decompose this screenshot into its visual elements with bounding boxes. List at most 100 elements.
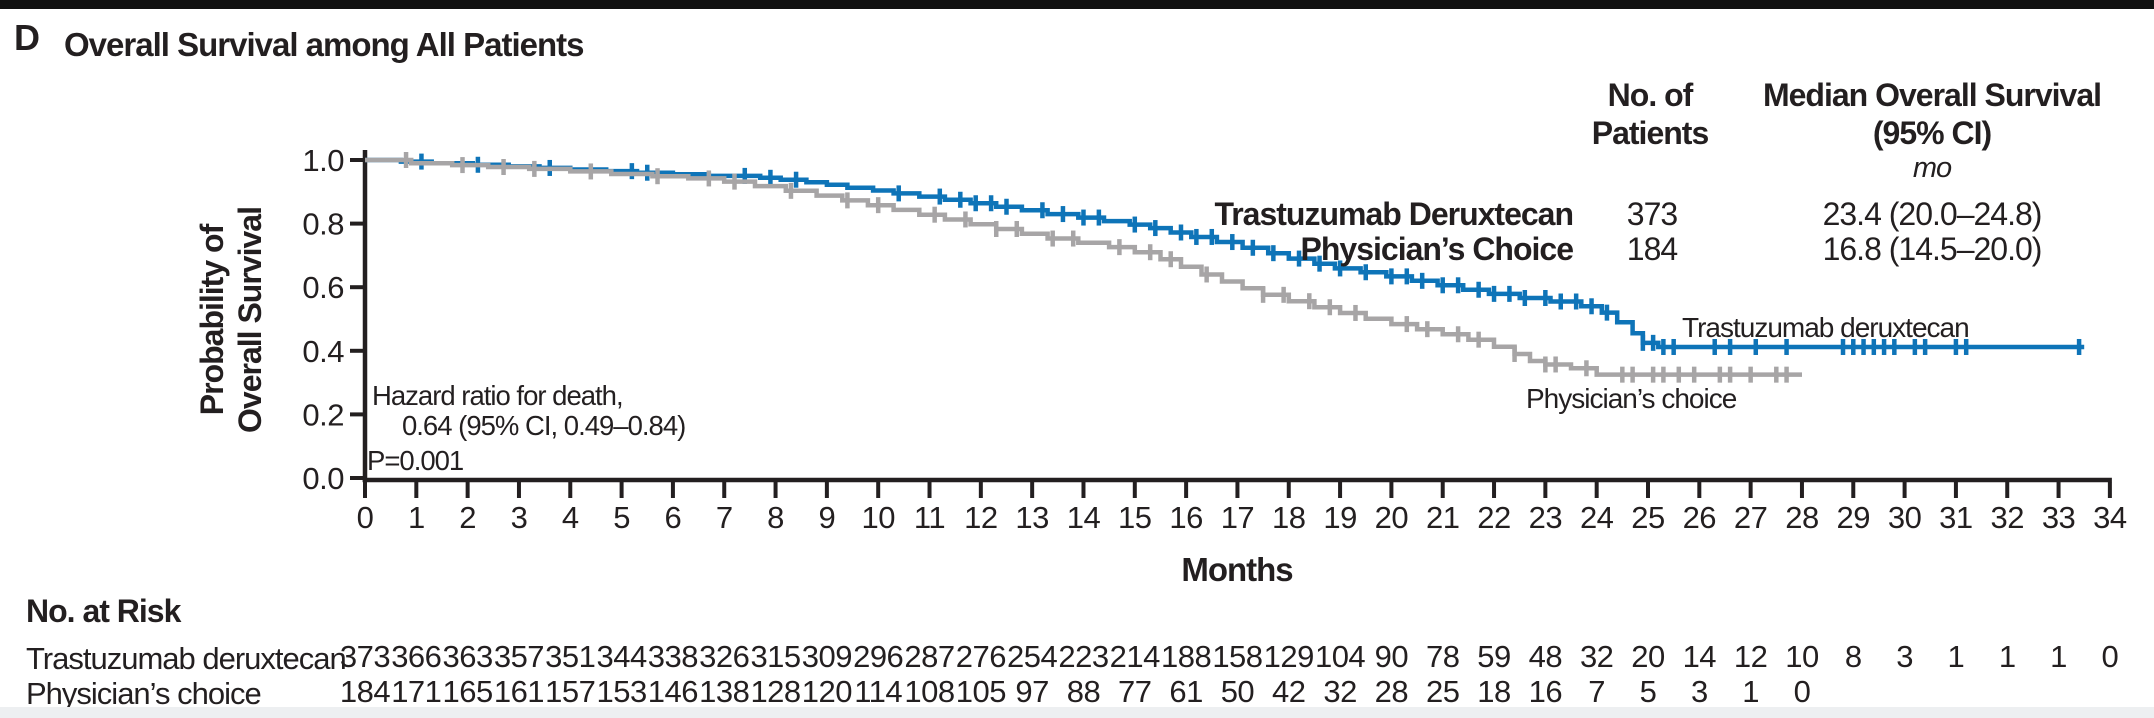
x-tick-label: 28 xyxy=(1785,500,1818,535)
median-header-line2: (95% CI) xyxy=(1872,115,1992,151)
at-risk-count: 223 xyxy=(1058,639,1108,674)
at-risk-count: 1 xyxy=(2050,639,2067,674)
at-risk-count: 309 xyxy=(802,639,852,674)
x-tick-label: 26 xyxy=(1683,500,1716,535)
at-risk-count: 326 xyxy=(699,639,749,674)
at-risk-count: 128 xyxy=(750,674,800,709)
at-risk-count: 50 xyxy=(1221,674,1255,709)
at-risk-count: 18 xyxy=(1477,674,1510,709)
x-tick-label: 15 xyxy=(1118,500,1151,535)
at-risk-count: 338 xyxy=(648,639,698,674)
hazard-ratio-line1: Hazard ratio for death, xyxy=(372,380,624,411)
x-tick-label: 7 xyxy=(716,500,733,535)
table-row-label-trastuzumab: Trastuzumab Deruxtecan xyxy=(1214,196,1574,232)
patients-column-header: No. of Patients xyxy=(1591,76,1709,152)
at-risk-count: 90 xyxy=(1375,639,1409,674)
p-value: P=0.001 xyxy=(367,445,464,476)
x-tick-label: 11 xyxy=(914,500,945,535)
at-risk-count: 42 xyxy=(1272,674,1305,709)
at-risk-count: 0 xyxy=(1794,674,1811,709)
n-patients-trastuzumab: 373 xyxy=(1626,196,1678,232)
panel-letter: D xyxy=(14,17,40,58)
at-risk-count: 1 xyxy=(1742,674,1759,709)
at-risk-count: 153 xyxy=(596,674,646,709)
x-tick-label: 2 xyxy=(459,500,476,535)
at-risk-count: 0 xyxy=(2102,639,2119,674)
at-risk-count: 276 xyxy=(956,639,1006,674)
at-risk-count: 32 xyxy=(1323,674,1356,709)
x-tick-label: 29 xyxy=(1837,500,1870,535)
at-risk-count: 48 xyxy=(1529,639,1562,674)
at-risk-count: 7 xyxy=(1588,674,1605,709)
at-risk-count: 165 xyxy=(443,674,493,709)
median-os-column-header: Median Overall Survival (95% CI) xyxy=(1762,76,2102,152)
at-risk-count: 146 xyxy=(648,674,698,709)
at-risk-count: 366 xyxy=(391,639,441,674)
at-risk-count: 1 xyxy=(1948,639,1965,674)
at-risk-count: 14 xyxy=(1683,639,1717,674)
x-tick-label: 8 xyxy=(767,500,784,535)
x-tick-label: 6 xyxy=(665,500,682,535)
at-risk-count: 129 xyxy=(1264,639,1314,674)
x-tick-label: 20 xyxy=(1375,500,1409,535)
at-risk-count: 78 xyxy=(1426,639,1459,674)
x-tick-label: 14 xyxy=(1067,500,1101,535)
at-risk-count: 188 xyxy=(1161,639,1211,674)
at-risk-count: 184 xyxy=(340,674,390,709)
at-risk-count: 12 xyxy=(1734,639,1767,674)
x-tick-label: 22 xyxy=(1477,500,1510,535)
at-risk-count: 77 xyxy=(1118,674,1151,709)
at-risk-count: 373 xyxy=(340,639,390,674)
at-risk-count: 25 xyxy=(1426,674,1459,709)
x-tick-label: 32 xyxy=(1990,500,2023,535)
panel-title: Overall Survival among All Patients xyxy=(64,26,584,63)
x-tick-label: 4 xyxy=(562,500,579,535)
x-tick-label: 12 xyxy=(964,500,997,535)
x-tick-label: 19 xyxy=(1323,500,1356,535)
curve-label-physicians-choice: Physician’s choice xyxy=(1526,383,1737,414)
at-risk-count: 120 xyxy=(802,674,852,709)
at-risk-count: 61 xyxy=(1169,674,1202,709)
at-risk-count: 20 xyxy=(1631,639,1665,674)
patients-header-line2: Patients xyxy=(1591,115,1709,151)
y-tick-label: 0.4 xyxy=(302,334,344,369)
x-tick-label: 25 xyxy=(1631,500,1664,535)
median-header-line1: Median Overall Survival xyxy=(1762,77,2102,113)
at-risk-count: 5 xyxy=(1640,674,1657,709)
at-risk-count: 296 xyxy=(853,639,903,674)
at-risk-count: 10 xyxy=(1785,639,1819,674)
hazard-ratio-line2: 0.64 (95% CI, 0.49–0.84) xyxy=(402,410,686,441)
x-tick-label: 9 xyxy=(819,500,836,535)
median-os-trastuzumab: 23.4 (20.0–24.8) xyxy=(1822,196,2043,232)
at-risk-count: 171 xyxy=(391,674,441,709)
at-risk-count: 287 xyxy=(904,639,954,674)
x-tick-label: 18 xyxy=(1272,500,1305,535)
x-tick-label: 17 xyxy=(1221,500,1254,535)
x-tick-label: 31 xyxy=(1939,500,1972,535)
at-risk-row-label-physicians-choice: Physician’s choice xyxy=(26,676,262,711)
at-risk-count: 8 xyxy=(1845,639,1862,674)
y-tick-label: 0.2 xyxy=(302,397,344,432)
at-risk-count: 138 xyxy=(699,674,749,709)
x-tick-label: 23 xyxy=(1529,500,1562,535)
x-tick-label: 13 xyxy=(1015,500,1048,535)
at-risk-count: 59 xyxy=(1477,639,1510,674)
at-risk-header: No. at Risk xyxy=(26,593,181,629)
bottom-page-strip xyxy=(0,707,2154,718)
at-risk-count: 114 xyxy=(854,674,902,709)
y-tick-label: 1.0 xyxy=(302,143,344,178)
at-risk-count: 351 xyxy=(545,639,595,674)
n-patients-physicians-choice: 184 xyxy=(1626,231,1678,267)
at-risk-count: 157 xyxy=(545,674,595,709)
at-risk-count: 16 xyxy=(1529,674,1562,709)
x-tick-label: 27 xyxy=(1734,500,1767,535)
at-risk-count: 88 xyxy=(1067,674,1100,709)
curve-label-trastuzumab: Trastuzumab deruxtecan xyxy=(1682,312,1970,343)
at-risk-count: 315 xyxy=(750,639,800,674)
at-risk-row-label-trastuzumab: Trastuzumab deruxtecan xyxy=(26,641,347,676)
x-tick-label: 21 xyxy=(1426,500,1459,535)
km-curve-physicians-choice xyxy=(365,157,1802,377)
at-risk-count: 254 xyxy=(1007,639,1057,674)
